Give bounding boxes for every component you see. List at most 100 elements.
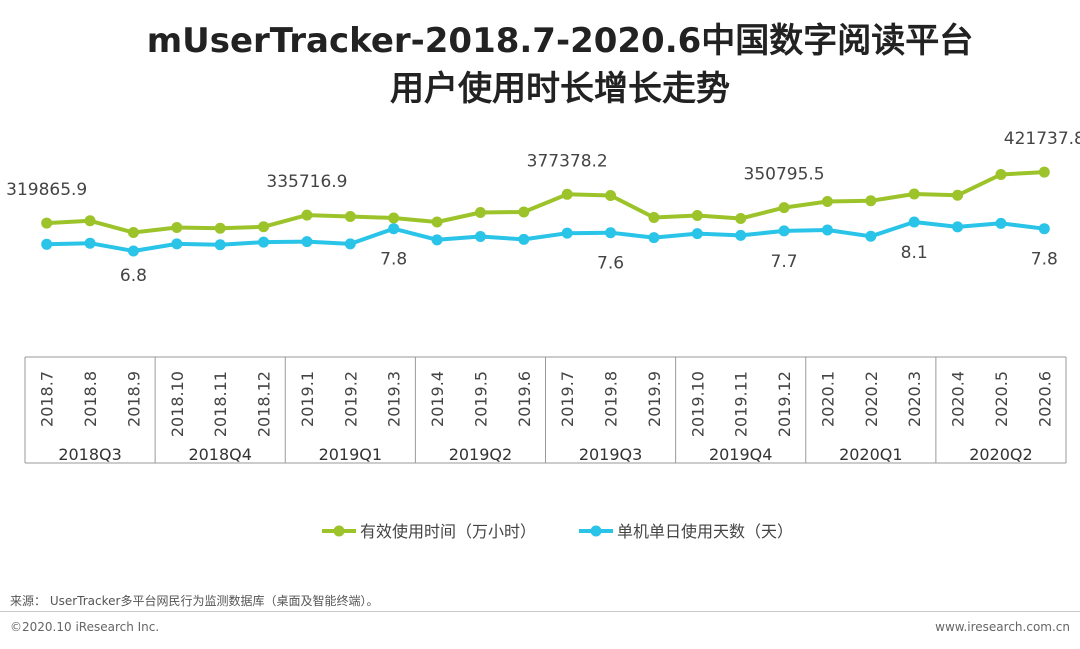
x-tick-label: 2019.5	[471, 371, 490, 427]
x-tick-label: 2020.2	[862, 371, 881, 427]
data-point	[41, 238, 53, 250]
chart-title-line1: mUserTracker-2018.7-2020.6中国数字阅读平台	[147, 21, 974, 61]
data-point	[518, 206, 530, 218]
data-point	[388, 212, 400, 224]
data-label: 7.8	[1031, 250, 1058, 270]
data-point	[344, 211, 356, 222]
x-tick-label: 2019.7	[558, 371, 577, 427]
quarter-label: 2019Q2	[449, 445, 513, 464]
data-point	[952, 221, 964, 233]
data-point	[171, 238, 183, 250]
legend-swatch-marker	[333, 525, 345, 537]
quarter-label: 2020Q1	[839, 445, 903, 464]
data-point	[214, 222, 226, 234]
x-tick-label: 2018.12	[255, 371, 274, 437]
data-point	[648, 212, 660, 223]
data-point	[431, 234, 443, 246]
quarter-label: 2018Q3	[58, 445, 122, 464]
data-point	[518, 233, 530, 245]
data-point	[127, 227, 139, 238]
chart-title-line2: 用户使用时长增长走势	[390, 69, 730, 109]
data-point	[908, 188, 920, 200]
data-point	[778, 225, 790, 237]
series-effective-usage-time: 319865.9 335716.9 377378.2 350795.5 421737.8	[6, 129, 1080, 238]
x-tick-label: 2020.3	[905, 371, 924, 427]
x-tick-label: 2020.5	[992, 371, 1011, 427]
data-point	[821, 224, 833, 236]
series-line	[46, 170, 1045, 235]
data-label: 7.6	[597, 254, 624, 274]
data-point	[952, 189, 964, 201]
quarter-label: 2019Q3	[579, 445, 643, 464]
x-tick-label: 2019.9	[645, 371, 664, 427]
data-point	[865, 195, 877, 207]
legend-item: 单机单日使用天数（天）	[579, 522, 793, 541]
copyright-text: ©2020.10 iResearch Inc.	[10, 620, 160, 634]
data-point	[431, 216, 443, 228]
data-point	[1038, 223, 1050, 235]
footer-divider	[0, 611, 1080, 612]
data-point	[821, 196, 833, 207]
x-tick-label: 2018.10	[168, 371, 187, 437]
data-point	[301, 236, 313, 248]
line-chart: mUserTracker-2018.7-2020.6中国数字阅读平台 用户使用时…	[6, 21, 1080, 541]
data-label: 377378.2	[527, 151, 608, 171]
data-point	[735, 213, 747, 224]
data-point	[258, 236, 270, 248]
data-point	[301, 209, 313, 221]
x-tick-label: 2019.4	[428, 371, 447, 427]
data-point	[735, 229, 747, 241]
data-label: 319865.9	[6, 180, 87, 200]
data-point	[127, 245, 139, 257]
x-tick-label: 2019.6	[515, 371, 534, 427]
x-tick-label: 2019.10	[688, 371, 707, 437]
data-point	[561, 188, 573, 200]
x-tick-label: 2019.8	[602, 371, 621, 427]
x-tick-label: 2018.7	[38, 371, 57, 427]
legend-item: 有效使用时间（万小时）	[322, 522, 536, 541]
data-point	[474, 231, 486, 242]
data-label: 7.7	[771, 252, 798, 272]
data-point	[995, 169, 1007, 180]
x-tick-label: 2018.11	[211, 371, 230, 437]
data-point	[691, 210, 703, 221]
data-point	[648, 232, 660, 244]
series-layer: 319865.9 335716.9 377378.2 350795.5 421737.8…	[6, 129, 1080, 286]
series-daily-usage-days: 6.8 7.8 7.6 7.7 8.1 7.8	[41, 216, 1058, 286]
data-point	[561, 227, 573, 239]
data-point	[214, 239, 226, 251]
x-tick-label: 2020.6	[1035, 371, 1054, 427]
x-tick-label: 2019.2	[341, 371, 360, 427]
data-point	[605, 227, 617, 239]
data-point	[344, 238, 356, 250]
website-link[interactable]: www.iresearch.com.cn	[935, 620, 1070, 634]
data-point	[388, 223, 400, 235]
x-tick-label: 2019.3	[385, 371, 404, 427]
data-point	[41, 217, 53, 229]
x-tick-label: 2019.12	[775, 371, 794, 437]
data-point	[474, 207, 486, 218]
x-tick-label: 2020.4	[949, 371, 968, 427]
quarter-label: 2019Q4	[709, 445, 773, 464]
data-point	[778, 202, 790, 214]
data-label: 421737.8	[1004, 129, 1080, 149]
data-point	[605, 190, 617, 201]
quarter-label: 2020Q2	[969, 445, 1033, 464]
quarter-label: 2018Q4	[188, 445, 252, 464]
x-tick-label: 2018.9	[124, 371, 143, 427]
data-point	[258, 221, 270, 233]
data-label: 335716.9	[266, 172, 347, 192]
x-tick-label: 2020.1	[818, 371, 837, 427]
data-point	[84, 215, 96, 227]
data-point	[1038, 166, 1050, 178]
data-label: 8.1	[901, 243, 928, 263]
legend-label: 有效使用时间（万小时）	[360, 522, 536, 541]
series-line	[46, 220, 1045, 253]
legend-swatch-marker	[590, 525, 602, 537]
data-point	[171, 222, 183, 233]
data-point	[84, 237, 96, 249]
legend-label: 单机单日使用天数（天）	[617, 522, 793, 541]
category-axis-table: 2018Q3 2018Q4 2019Q1 2019Q2 2019Q3 2019Q4 2020…	[24, 356, 1067, 464]
legend: 有效使用时间（万小时） 单机单日使用天数（天）	[322, 522, 793, 541]
source-note: 来源： UserTracker多平台网民行为监测数据库（桌面及智能终端）。	[10, 594, 379, 608]
